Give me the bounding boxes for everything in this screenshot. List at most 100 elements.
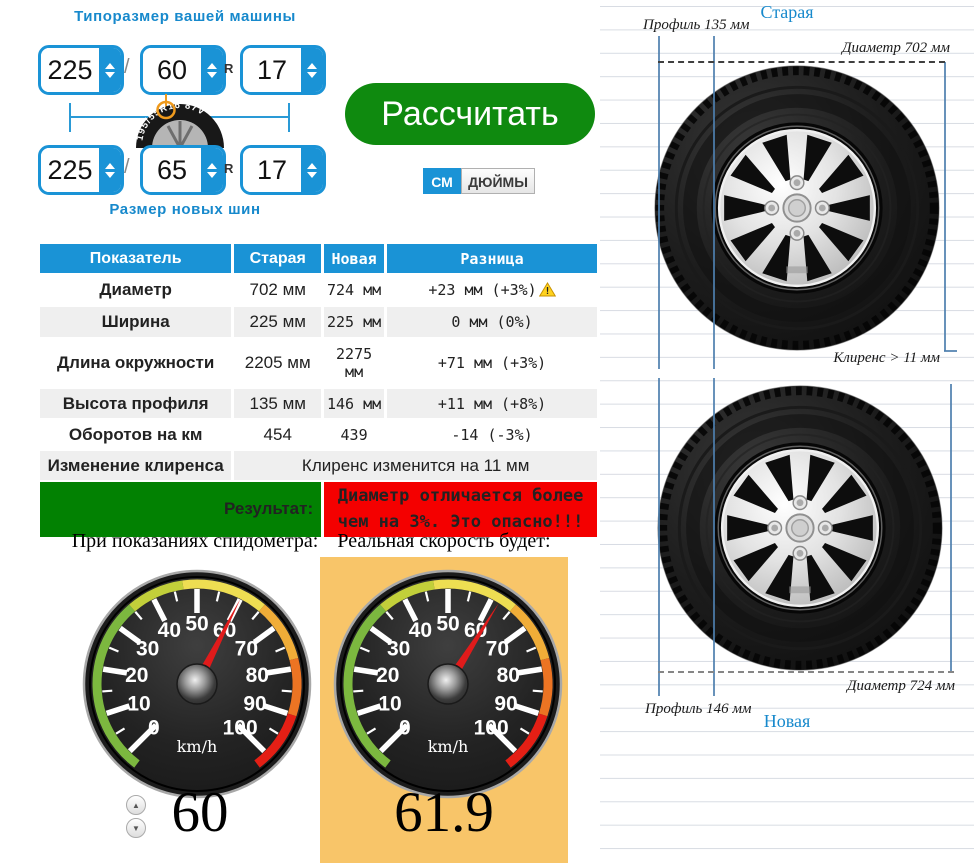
new-diameter-select[interactable]: 17 [240,145,326,195]
calculate-button[interactable]: Рассчитать [345,83,595,145]
svg-text:50: 50 [436,613,459,636]
spinner-up-icon[interactable] [307,162,317,169]
slash-separator: / [124,156,130,178]
svg-text:30: 30 [387,638,410,661]
old-profile-select[interactable]: 60 [140,45,226,95]
col-header-diff: Разница [387,244,597,273]
spinner-down-icon[interactable] [207,71,217,78]
old-diameter-select[interactable]: 17 [240,45,326,95]
table-row: Оборотов на км 454 439 -14 (-3%) [40,420,597,449]
new-profile-label: Профиль 146 мм [645,701,752,717]
diff-value: +23 мм (+3%)! [387,275,597,305]
result-message: Диаметр отличается более чем на 3%. Это … [324,482,597,537]
svg-text:20: 20 [376,664,399,687]
spinner-up-icon[interactable] [105,62,115,69]
table-row: Высота профиля 135 мм 146 мм +11 мм (+8%… [40,389,597,418]
result-row: Результат: Диаметр отличается более чем … [40,482,597,537]
speed-stepper[interactable]: ▲ ▼ [126,795,146,838]
calculator-panel: Типоразмер вашей машины 225 / 60 R 17 19… [37,8,600,863]
new-tire-title: Новая [763,711,811,731]
old-value: 454 [263,424,292,444]
old-width-select[interactable]: 225 [38,45,124,95]
diff-value: +11 мм (+8%) [387,389,597,418]
svg-text:90: 90 [243,692,266,715]
old-tire-title: Старая [760,2,814,22]
table-row: Диаметр 702 мм 724 мм +23 мм (+3%)! [40,275,597,305]
new-profile-select[interactable]: 65 [140,145,226,195]
diff-value: -14 (-3%) [451,425,533,444]
units-inches-button[interactable]: ДЮЙМЫ [461,168,535,194]
table-row: Длина окружности 2205 мм 2275 мм +71 мм … [40,339,597,387]
old-diameter-value: 17 [243,48,301,92]
svg-text:10: 10 [378,692,401,715]
old-profile-spinner[interactable] [201,48,223,92]
svg-text:!: ! [544,286,550,297]
new-width-spinner[interactable] [99,148,121,192]
svg-text:90: 90 [494,692,517,715]
old-size-title: Типоразмер вашей машины [74,8,296,25]
stepper-down-button[interactable]: ▼ [126,818,146,838]
svg-text:80: 80 [497,664,520,687]
svg-text:0: 0 [148,717,160,740]
old-width-spinner[interactable] [99,48,121,92]
warning-icon: ! [538,282,556,297]
new-value: 2275 мм [336,345,373,381]
table-row: Ширина 225 мм 225 мм 0 мм (0%) [40,307,597,337]
new-value: 225 мм [324,307,385,337]
new-profile-line-right [713,378,715,696]
old-profile-value: 60 [143,48,201,92]
spinner-down-icon[interactable] [105,171,115,178]
svg-text:100: 100 [223,717,258,740]
profile-pointer-line [165,94,167,107]
svg-text:km/h: km/h [177,737,218,756]
old-profile-label: Профиль 135 мм [643,17,750,33]
metric-name: Длина окружности [57,353,215,372]
new-profile-spinner[interactable] [201,148,223,192]
clearance-row: Изменение клиренса Клиренс изменится на … [40,451,597,480]
metric-name: Высота профиля [40,389,232,418]
new-diameter-label: Диаметр 724 мм [846,678,955,694]
indicated-speed-caption: При показаниях спидометра: [71,530,319,552]
result-label: Результат: [40,482,322,537]
col-header-new: Новая [324,244,385,273]
svg-text:40: 40 [158,619,181,642]
diff-value: +71 мм (+3%) [437,354,547,372]
old-value: 2205 мм [244,353,311,372]
real-speed-caption: Реальная скорость будет: [337,530,551,552]
old-tire-image [654,65,940,351]
bracket-left-tick [69,103,71,132]
stepper-up-button[interactable]: ▲ [126,795,146,815]
spinner-down-icon[interactable] [307,171,317,178]
old-profile-line-right [713,36,715,369]
new-profile-line-left [658,378,660,696]
old-diameter-spinner[interactable] [301,48,323,92]
metric-name: Ширина [40,307,232,337]
svg-text:0: 0 [399,717,411,740]
svg-text:20: 20 [125,664,148,687]
new-diameter-dashed-line [658,671,954,673]
spinner-up-icon[interactable] [307,62,317,69]
new-width-select[interactable]: 225 [38,145,124,195]
col-header-metric: Показатель [40,244,232,273]
svg-text:km/h: km/h [428,737,469,756]
svg-text:70: 70 [235,638,258,661]
spinner-up-icon[interactable] [207,62,217,69]
clearance-bracket [944,350,957,352]
comparison-table: Показатель Старая Новая Разница Диаметр … [37,242,600,539]
units-cm-button[interactable]: СМ [423,168,461,194]
svg-text:60: 60 [464,619,487,642]
spinner-down-icon[interactable] [207,171,217,178]
profile-highlight-circle [156,100,176,120]
spinner-down-icon[interactable] [105,71,115,78]
slash-separator: / [124,56,130,78]
bracket-right-tick [288,103,290,132]
real-speed-value: 61.9 [394,781,494,844]
spinner-up-icon[interactable] [207,162,217,169]
spinner-up-icon[interactable] [105,162,115,169]
new-profile-value: 65 [143,148,201,192]
metric-name: Оборотов на км [68,424,203,444]
old-width-value: 225 [41,48,99,92]
svg-text:40: 40 [409,619,432,642]
new-diameter-spinner[interactable] [301,148,323,192]
spinner-down-icon[interactable] [307,71,317,78]
